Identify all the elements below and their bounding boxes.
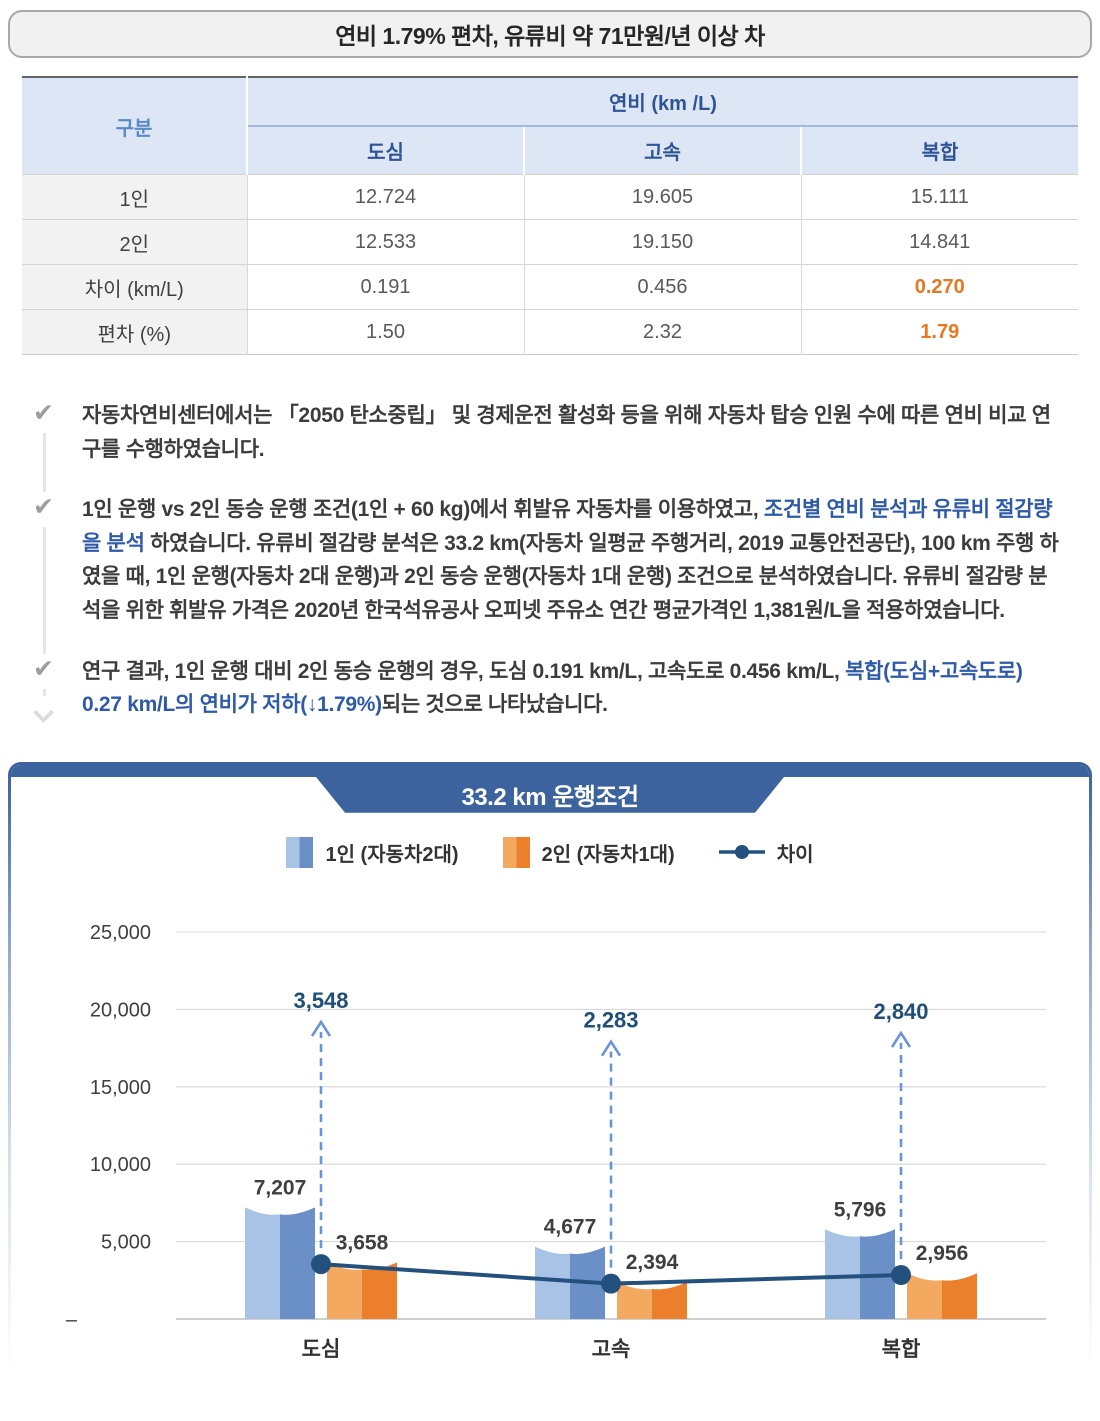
y-tick-label: 5,000 — [101, 1231, 151, 1253]
cell-value: 0.270 — [800, 264, 1078, 310]
table-row: 편차 (%) 1.50 2.32 1.79 — [22, 309, 1078, 355]
headline-text: 연비 1.79% 편차, 유류비 약 71만원/년 이상 차 — [335, 23, 765, 49]
legend-item: 차이 — [718, 838, 814, 867]
arrowhead-up-icon — [310, 1019, 332, 1037]
plain-text: 1인 운행 vs 2인 동승 운행 조건(1인 + 60 kg)에서 휘발유 자… — [82, 498, 764, 522]
bullet-item: ✔ 자동차연비센터에서는 「2050 탄소중립」 및 경제운전 활성화 등을 위해… — [30, 398, 1066, 466]
plain-text: 하였습니다. 유류비 절감량 분석은 33.2 km(자동차 일평균 주행거리,… — [82, 531, 1059, 622]
emphasis-text: 조건별 연비 분석과 유류비 절감량을 분석 — [82, 498, 1053, 555]
legend-line-marker-icon — [718, 845, 765, 860]
diff-point — [891, 1264, 911, 1285]
cell-value: 19.605 — [523, 174, 801, 220]
emphasis-text: 복합(도심+고속도로) 0.27 km/L의 연비가 저하(↓1.79%) — [82, 659, 1023, 717]
table-row: 2인 12.533 19.150 14.841 — [22, 219, 1078, 265]
chart-title: 33.2 km 운행조건 — [461, 783, 639, 811]
col-header-unit: 연비 (km /L) — [247, 77, 1078, 127]
arrowhead-up-icon — [890, 1030, 912, 1048]
headline-banner: 연비 1.79% 편차, 유류비 약 71만원/년 이상 차 — [8, 10, 1092, 58]
cell-value: 0.191 — [246, 264, 524, 310]
plain-text: 되는 것으로 나타났습니다. — [381, 693, 608, 717]
cell-value: 1.79 — [800, 309, 1078, 355]
col-header-city: 도심 — [247, 126, 525, 175]
row-label: 1인 — [22, 174, 247, 220]
cell-value: 12.533 — [246, 219, 524, 265]
fuel-economy-table: 구분 연비 (km /L) 도심 고속 복합 1인 12.724 19.605 15.… — [22, 76, 1078, 355]
y-tick-label: 20,000 — [90, 999, 151, 1021]
y-tick-label: – — [66, 1309, 78, 1331]
bullet-item: ✔ 1인 운행 vs 2인 동승 운행 조건(1인 + 60 kg)에서 휘발유 … — [30, 492, 1066, 627]
bar-value-label: 2,956 — [916, 1242, 969, 1265]
diff-point — [601, 1273, 621, 1294]
ribbon-accent-right-icon — [767, 776, 819, 812]
bar-value-label: 7,207 — [254, 1176, 307, 1199]
x-category-label: 고속 — [592, 1338, 631, 1361]
col-header-combined: 복합 — [801, 126, 1078, 175]
diff-value-label: 2,283 — [583, 1007, 638, 1032]
bar-segment — [535, 1246, 570, 1319]
bullet-text: 연구 결과, 1인 운행 대비 2인 동승 운행의 경우, 도심 0.191 k… — [82, 655, 1066, 722]
bar-segment — [362, 1262, 397, 1319]
arrowhead-up-icon — [600, 1039, 622, 1057]
bar-segment — [617, 1281, 652, 1319]
chart-panel: 33.2 km 운행조건 1인 (자동차2대) 2인 (자동차1대) 차이 – 5,0… — [8, 761, 1092, 1373]
col-header-category: 구분 — [22, 77, 248, 175]
x-category-label: 복합 — [882, 1338, 921, 1361]
legend-swatch-blue-icon — [286, 836, 314, 868]
table-row: 차이 (km/L) 0.191 0.456 0.270 — [22, 264, 1078, 310]
chart-legend: 1인 (자동차2대) 2인 (자동차1대) 차이 — [11, 836, 1089, 868]
bullet-text: 1인 운행 vs 2인 동승 운행 조건(1인 + 60 kg)에서 휘발유 자… — [82, 493, 1066, 627]
row-label: 2인 — [22, 219, 247, 265]
legend-item: 1인 (자동차2대) — [286, 836, 459, 868]
legend-swatch-orange-icon — [502, 836, 530, 868]
bar-segment — [652, 1281, 687, 1319]
bar-segment — [942, 1272, 977, 1319]
legend-label: 2인 (자동차1대) — [541, 843, 675, 866]
y-tick-label: 15,000 — [90, 1077, 151, 1099]
bar-segment — [825, 1229, 860, 1319]
x-category-label: 도심 — [302, 1338, 341, 1361]
bullet-list: ✔ 자동차연비센터에서는 「2050 탄소중립」 및 경제운전 활성화 등을 위해… — [30, 398, 1066, 723]
col-header-highway: 고속 — [524, 126, 802, 175]
check-icon: ✔ — [30, 492, 57, 528]
bullet-item: ✔ 연구 결과, 1인 운행 대비 2인 동승 운행의 경우, 도심 0.191 … — [30, 653, 1066, 722]
cell-value: 2.32 — [523, 309, 801, 355]
legend-label: 차이 — [776, 843, 814, 866]
bar-segment — [245, 1207, 280, 1319]
cell-value: 19.150 — [523, 219, 801, 265]
bar-value-label: 2,394 — [626, 1251, 679, 1274]
legend-item: 2인 (자동차1대) — [502, 836, 675, 868]
diff-value-label: 2,840 — [873, 999, 928, 1024]
y-tick-label: 10,000 — [90, 1154, 151, 1176]
ribbon-accent-left-icon — [281, 776, 333, 812]
row-label: 편차 (%) — [22, 309, 247, 355]
plain-text: 연구 결과, 1인 운행 대비 2인 동승 운행의 경우, 도심 0.191 k… — [82, 659, 846, 683]
timeline-rail — [43, 415, 46, 696]
bar-segment — [280, 1207, 315, 1319]
table-row: 1인 12.724 19.605 15.111 — [22, 174, 1078, 220]
row-label: 차이 (km/L) — [22, 264, 247, 310]
bar-segment — [907, 1272, 942, 1319]
cell-value: 1.50 — [246, 309, 524, 355]
chart-top-strip — [11, 764, 1089, 777]
check-icon: ✔ — [30, 398, 57, 433]
cell-value: 14.841 — [800, 219, 1078, 265]
cell-value: 15.111 — [800, 174, 1078, 220]
bar-segment — [327, 1262, 362, 1319]
chart-title-ribbon: 33.2 km 운행조건 — [315, 776, 785, 813]
chart-box: 33.2 km 운행조건 1인 (자동차2대) 2인 (자동차1대) 차이 – 5,0… — [11, 764, 1089, 1370]
y-tick-label: 25,000 — [90, 922, 151, 944]
legend-label: 1인 (자동차2대) — [325, 843, 459, 866]
diff-value-label: 3,548 — [293, 988, 348, 1013]
bar-line-chart: – 5,000 10,000 15,000 20,000 25,000 7,207 3,658… — [66, 922, 1046, 1361]
diff-point — [311, 1253, 331, 1274]
cell-value: 0.456 — [523, 264, 801, 310]
bar-value-label: 3,658 — [336, 1231, 389, 1254]
cell-value: 12.724 — [246, 174, 524, 220]
bar-value-label: 5,796 — [834, 1198, 887, 1221]
check-icon: ✔ — [30, 653, 57, 689]
report-page: 연비 1.79% 편차, 유류비 약 71만원/년 이상 차 구분 연비 (km… — [0, 10, 1100, 1373]
bullet-text: 자동차연비센터에서는 「2050 탄소중립」 및 경제운전 활성화 등을 위해 … — [82, 399, 1066, 466]
bar-value-label: 4,677 — [544, 1215, 597, 1238]
plain-text: 자동차연비센터에서는 「2050 탄소중립」 및 경제운전 활성화 등을 위해 … — [82, 404, 1051, 461]
